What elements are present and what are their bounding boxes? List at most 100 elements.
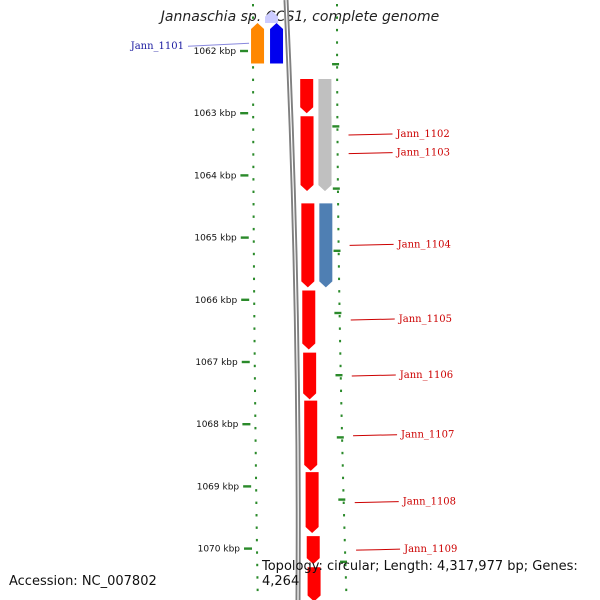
major-tick bbox=[241, 298, 250, 301]
gene-label[interactable]: Jann_1106 bbox=[399, 370, 453, 381]
gene-arrow[interactable] bbox=[270, 23, 284, 64]
gene-arrow[interactable] bbox=[302, 290, 316, 350]
gene-labels: Jann_1101 Jann_1102 Jann_1103 Jann_1104 Jann… bbox=[130, 41, 458, 555]
minor-tick bbox=[336, 16, 339, 19]
minor-tick bbox=[337, 252, 340, 256]
gene-arrow[interactable] bbox=[318, 116, 332, 191]
minor-tick bbox=[344, 551, 347, 554]
label-connector bbox=[351, 374, 396, 377]
minor-tick bbox=[252, 115, 255, 119]
minor-tick bbox=[340, 402, 343, 405]
label-connector bbox=[349, 243, 394, 246]
minor-tick bbox=[252, 227, 255, 231]
gene-arrow[interactable] bbox=[307, 567, 321, 600]
major-tick bbox=[338, 498, 346, 501]
minor-tick bbox=[336, 66, 339, 69]
major-tick bbox=[243, 485, 252, 488]
minor-tick bbox=[255, 538, 258, 542]
genome-summary: Topology: circular; Length: 4,317,977 bp… bbox=[262, 559, 578, 589]
minor-tick bbox=[252, 165, 255, 169]
gene-label[interactable]: Jann_1107 bbox=[400, 430, 454, 441]
gene-arrow[interactable] bbox=[306, 536, 320, 565]
gene-label[interactable]: Jann_1102 bbox=[395, 129, 449, 140]
minor-tick bbox=[252, 203, 255, 206]
minor-tick bbox=[252, 178, 255, 181]
minor-tick bbox=[255, 501, 258, 504]
minor-tick bbox=[344, 576, 347, 579]
minor-tick bbox=[255, 489, 258, 492]
gene-arrow[interactable] bbox=[265, 10, 279, 24]
minor-tick bbox=[252, 252, 255, 256]
minor-tick bbox=[336, 4, 339, 7]
major-tick bbox=[332, 187, 340, 190]
major-tick bbox=[240, 112, 249, 115]
ruler-tick-label: 1066 kbp bbox=[195, 296, 238, 306]
gene-arrow[interactable] bbox=[300, 78, 314, 114]
gene-label[interactable]: Jann_1101 bbox=[130, 41, 184, 52]
minor-tick bbox=[253, 277, 256, 281]
minor-tick bbox=[256, 576, 259, 579]
gene-label[interactable]: Jann_1105 bbox=[398, 314, 452, 325]
minor-tick bbox=[343, 526, 346, 529]
minor-tick bbox=[253, 290, 256, 293]
minor-tick bbox=[340, 426, 343, 430]
gene-arrow[interactable] bbox=[304, 400, 318, 471]
minor-tick bbox=[252, 140, 255, 144]
ruler-tick-label: 1063 kbp bbox=[194, 109, 237, 119]
ruler-tick-label: 1062 kbp bbox=[194, 47, 237, 57]
gene-arrow[interactable] bbox=[319, 203, 333, 288]
minor-tick bbox=[252, 103, 255, 106]
major-tick bbox=[332, 63, 340, 66]
minor-tick bbox=[336, 103, 339, 106]
minor-tick bbox=[254, 414, 257, 417]
minor-tick bbox=[340, 389, 343, 393]
major-tick bbox=[242, 423, 251, 426]
minor-tick bbox=[339, 364, 342, 368]
minor-tick bbox=[343, 538, 346, 542]
gene-label[interactable]: Jann_1104 bbox=[397, 239, 451, 250]
minor-tick bbox=[252, 78, 255, 82]
minor-tick bbox=[253, 327, 256, 330]
gene-label[interactable]: Jann_1103 bbox=[396, 148, 450, 159]
gene-features bbox=[251, 10, 333, 600]
minor-tick bbox=[254, 426, 257, 430]
minor-tick bbox=[256, 563, 259, 567]
label-connector bbox=[353, 434, 398, 437]
dna-backbone bbox=[283, 0, 301, 600]
major-tick bbox=[240, 236, 249, 239]
major-tick bbox=[240, 174, 249, 177]
gene-arrow[interactable] bbox=[303, 352, 317, 400]
minor-tick bbox=[341, 464, 344, 467]
gene-arrow[interactable] bbox=[251, 23, 265, 64]
major-tick bbox=[340, 560, 348, 563]
minor-tick bbox=[336, 140, 339, 144]
minor-tick bbox=[339, 377, 342, 380]
gene-arrow[interactable] bbox=[300, 116, 314, 191]
minor-tick bbox=[342, 476, 345, 480]
minor-tick bbox=[343, 514, 346, 517]
minor-tick bbox=[254, 389, 257, 393]
minor-tick bbox=[338, 302, 341, 305]
minor-tick bbox=[252, 4, 255, 7]
ruler-tick-label: 1068 kbp bbox=[196, 420, 239, 430]
minor-tick bbox=[252, 190, 255, 193]
gene-label[interactable]: Jann_1108 bbox=[402, 497, 456, 508]
minor-tick bbox=[336, 91, 339, 94]
minor-tick bbox=[255, 514, 258, 517]
minor-tick bbox=[344, 563, 347, 567]
gene-arrow[interactable] bbox=[301, 203, 315, 288]
major-tick bbox=[336, 436, 344, 439]
gene-arrow[interactable] bbox=[305, 472, 319, 534]
minor-tick bbox=[337, 240, 340, 243]
gene-label[interactable]: Jann_1109 bbox=[403, 544, 457, 555]
minor-tick bbox=[254, 464, 257, 467]
minor-tick bbox=[336, 178, 339, 181]
minor-tick bbox=[341, 439, 344, 442]
minor-tick bbox=[336, 128, 339, 131]
label-connector bbox=[187, 42, 250, 47]
major-tick bbox=[240, 49, 249, 53]
minor-tick bbox=[338, 290, 341, 293]
minor-tick bbox=[255, 526, 258, 529]
minor-tick bbox=[337, 227, 340, 231]
ruler-ticks: 1062 kbp 1063 kbp 1064 kbp 1065 kbp 1066 kbp… bbox=[194, 4, 348, 592]
